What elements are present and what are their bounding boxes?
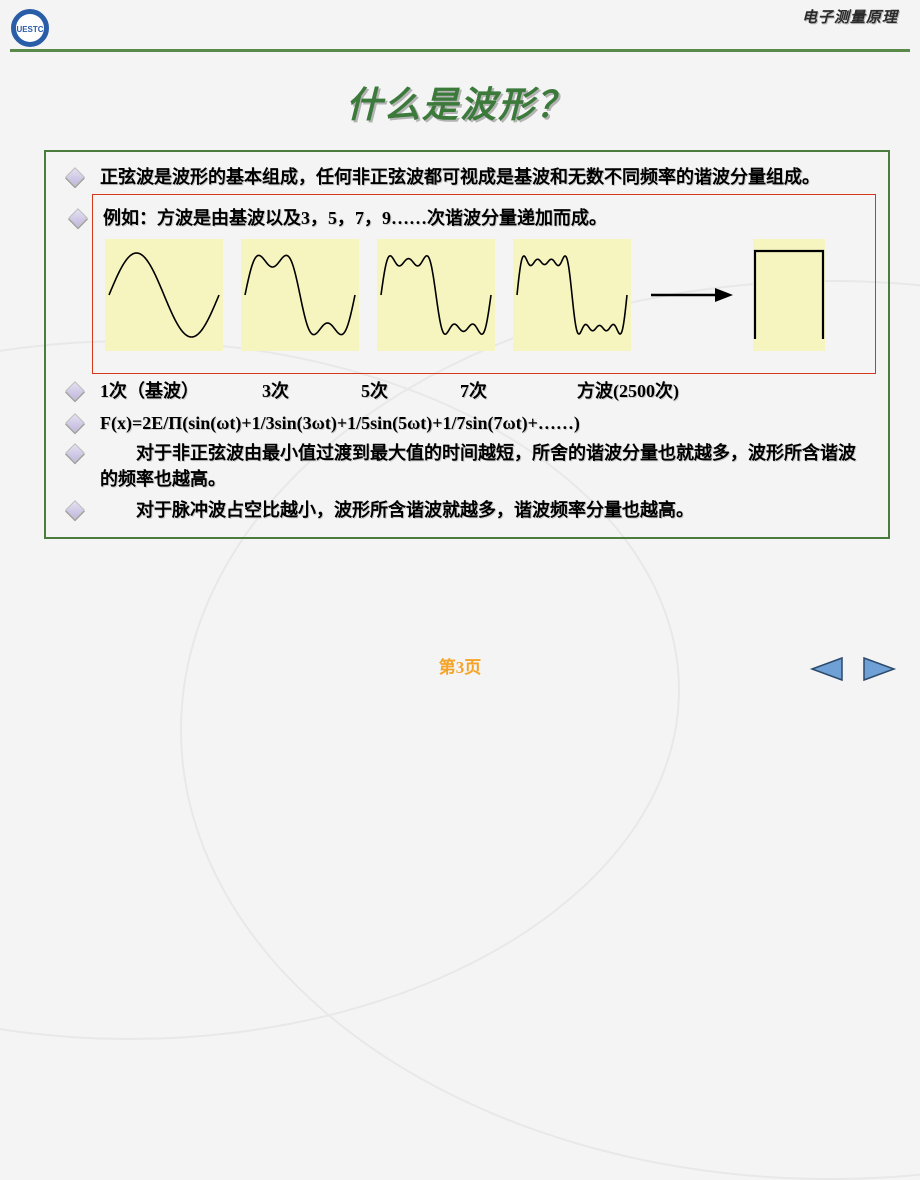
bullet-2-text: 例如：方波是由基波以及3，5，7，9……次谐波分量递加而成。 — [103, 205, 867, 231]
bullet-4-text: 对于非正弦波由最小值过渡到最大值的时间越短，所舍的谐波分量也就越多，波形所含谐波… — [100, 440, 870, 492]
bullet-5: 对于脉冲波占空比越小，波形所含谐波就越多，谐波频率分量也越高。 — [64, 497, 870, 523]
svg-text:UESTC: UESTC — [16, 25, 43, 34]
diamond-icon — [65, 381, 85, 401]
wave-3 — [241, 239, 359, 351]
arrow-icon — [649, 285, 735, 305]
diamond-icon — [65, 413, 85, 433]
wave-1 — [105, 239, 223, 351]
diamond-icon — [65, 167, 85, 187]
prev-button[interactable] — [808, 656, 844, 682]
formula-text: F(x)=2E/Π(sin(ωt)+1/3sin(3ωt)+1/5sin(5ωt… — [100, 410, 870, 436]
diamond-icon — [65, 500, 85, 520]
diamond-icon — [65, 443, 85, 463]
course-label: 电子测量原理 — [802, 6, 898, 27]
bullet-formula: F(x)=2E/Π(sin(ωt)+1/3sin(3ωt)+1/5sin(5ωt… — [64, 410, 870, 436]
bullet-2: 例如：方波是由基波以及3，5，7，9……次谐波分量递加而成。 — [67, 205, 867, 231]
university-logo: UESTC — [10, 8, 50, 48]
wave-5 — [377, 239, 495, 351]
wave-row — [101, 239, 867, 351]
header-divider — [10, 49, 910, 52]
wave-square — [753, 239, 825, 351]
bullet-5-text: 对于脉冲波占空比越小，波形所含谐波就越多，谐波频率分量也越高。 — [100, 497, 870, 523]
bullet-labels: 1次（基波） 3次 5次 7次 方波(2500次) — [64, 378, 870, 404]
bullet-4: 对于非正弦波由最小值过渡到最大值的时间越短，所舍的谐波分量也就越多，波形所含谐波… — [64, 440, 870, 492]
page-number: 第3页 — [0, 653, 920, 678]
next-button[interactable] — [862, 656, 898, 682]
diamond-icon — [68, 208, 88, 228]
example-box: 例如：方波是由基波以及3，5，7，9……次谐波分量递加而成。 — [92, 194, 876, 374]
content-box: 正弦波是波形的基本组成，任何非正弦波都可视成是基波和无数不同频率的谐波分量组成。… — [44, 150, 890, 539]
nav-arrows — [808, 656, 898, 682]
wave-7 — [513, 239, 631, 351]
title-container: 什么是波形？ — [0, 52, 920, 150]
header: UESTC 电子测量原理 — [0, 0, 920, 52]
page-title: 什么是波形？ — [346, 85, 574, 125]
labels-text: 1次（基波） 3次 5次 7次 方波(2500次) — [100, 378, 870, 404]
bullet-1: 正弦波是波形的基本组成，任何非正弦波都可视成是基波和无数不同频率的谐波分量组成。 — [64, 164, 870, 190]
bullet-1-text: 正弦波是波形的基本组成，任何非正弦波都可视成是基波和无数不同频率的谐波分量组成。 — [100, 164, 870, 190]
